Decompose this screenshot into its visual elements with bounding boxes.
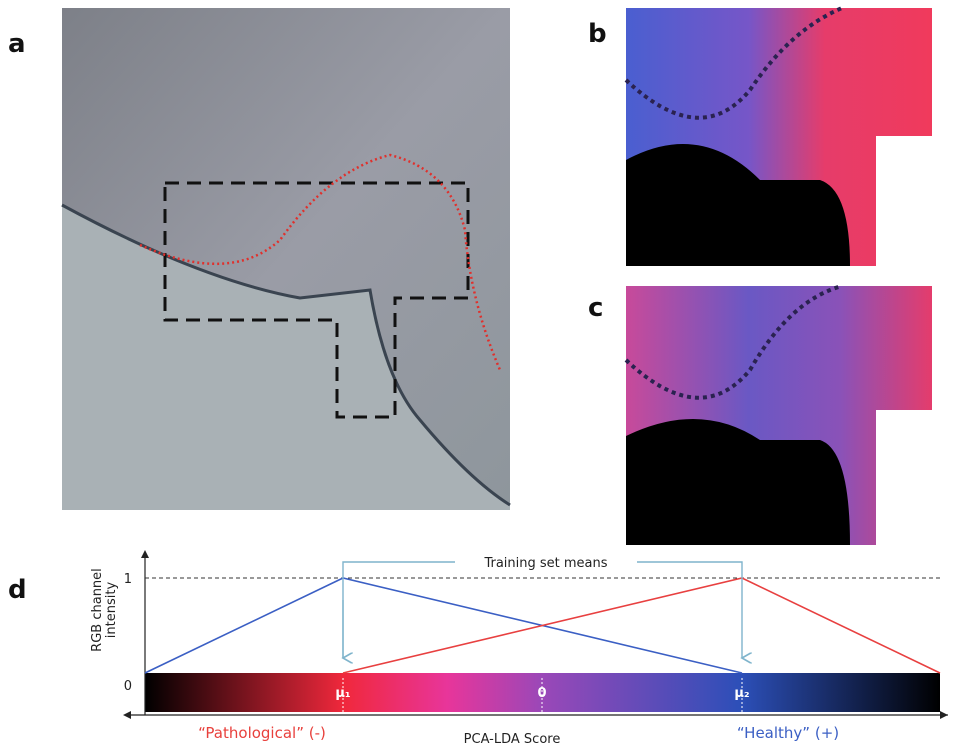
bar-label: μ₁: [335, 686, 350, 701]
panel-label: c: [588, 293, 603, 323]
right-label: “Healthy” (+): [737, 724, 839, 742]
panel-label: b: [588, 19, 607, 49]
bracket-label: Training set means: [483, 556, 607, 571]
panel-label: d: [8, 575, 27, 605]
bar-label: μ₂: [734, 686, 749, 701]
left-label: “Pathological” (-): [198, 724, 326, 742]
bar-label: 0: [537, 686, 546, 701]
y-axis-label: RGB channel: [90, 568, 105, 652]
panel-a-image: [61, 8, 511, 510]
x-axis-label: PCA-LDA Score: [464, 732, 561, 747]
y-tick-label: 1: [124, 572, 132, 587]
panel-c-image: [624, 284, 932, 545]
y-axis-label: intensity: [104, 582, 119, 639]
panel-b-image: [624, 6, 932, 266]
panel-label: a: [8, 29, 26, 59]
y-tick-label: 0: [124, 679, 132, 694]
panel-d: Training set means RGB channel intensity…: [90, 550, 948, 747]
